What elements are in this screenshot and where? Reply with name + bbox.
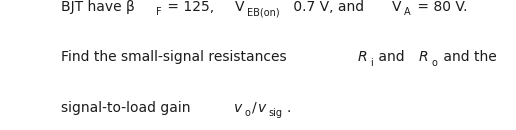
Text: .: . <box>286 101 291 115</box>
Text: i: i <box>370 58 373 68</box>
Text: F: F <box>156 7 162 17</box>
Text: V: V <box>235 0 245 14</box>
Text: V: V <box>392 0 401 14</box>
Text: o: o <box>244 108 250 118</box>
Text: BJT have β: BJT have β <box>61 0 135 14</box>
Text: A: A <box>404 7 411 17</box>
Text: and the: and the <box>439 50 496 64</box>
Text: Find the small-signal resistances: Find the small-signal resistances <box>61 50 291 64</box>
Text: = 125,: = 125, <box>164 0 219 14</box>
Text: 0.7 V, and: 0.7 V, and <box>289 0 369 14</box>
Text: sig: sig <box>268 108 283 118</box>
Text: = 80 V.: = 80 V. <box>413 0 467 14</box>
Text: and: and <box>374 50 409 64</box>
Text: /: / <box>252 101 256 115</box>
Text: signal-to-load gain: signal-to-load gain <box>61 101 195 115</box>
Text: o: o <box>431 58 437 68</box>
Text: R: R <box>358 50 367 64</box>
Text: EB(on): EB(on) <box>247 7 280 17</box>
Text: R: R <box>419 50 428 64</box>
Text: v: v <box>234 101 242 115</box>
Text: v: v <box>258 101 266 115</box>
